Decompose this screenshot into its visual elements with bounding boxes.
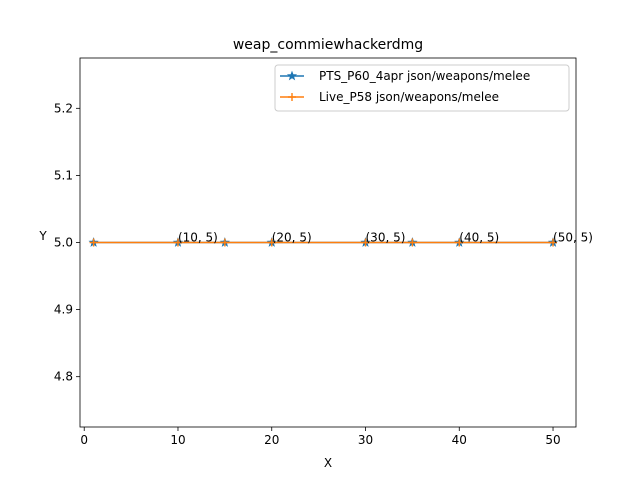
legend-marker-0: [286, 70, 298, 81]
series-1-point: [267, 238, 276, 247]
y-tick-label: 4.9: [54, 303, 73, 317]
series-1-point: [220, 238, 229, 247]
series-1-point: [173, 238, 182, 247]
point-annotation: (40, 5): [459, 231, 499, 245]
x-tick-label: 40: [452, 433, 467, 447]
x-tick-label: 50: [545, 433, 560, 447]
point-annotation: (20, 5): [272, 231, 312, 245]
legend: PTS_P60_4apr json/weapons/melee Live_P58 …: [274, 64, 570, 112]
x-tick-label: 10: [170, 433, 185, 447]
annotation-layer: (10, 5) (20, 5) (30, 5) (40, 5) (50, 5): [178, 231, 593, 245]
series-1-point: [455, 238, 464, 247]
series-1-point: [408, 238, 417, 247]
y-tick-label: 5.2: [54, 101, 73, 115]
y-axis-label: Y: [38, 229, 47, 243]
y-tick-label: 4.8: [54, 370, 73, 384]
y-tick-label: 5.1: [54, 168, 73, 182]
series-1-point: [549, 238, 558, 247]
legend-items: PTS_P60_4apr json/weapons/melee Live_P58 …: [280, 69, 530, 104]
x-tick-label: 0: [80, 433, 88, 447]
plot-frame: [79, 57, 577, 428]
x-axis-label: X: [324, 456, 332, 470]
point-annotation: (30, 5): [366, 231, 406, 245]
series-layer: [88, 237, 559, 247]
chart-title: weap_commiewhackerdmg: [233, 37, 423, 53]
x-tick-label: 20: [264, 433, 279, 447]
x-tick-label: 30: [358, 433, 373, 447]
series-1-point: [361, 238, 370, 247]
y-tick-label: 5.0: [54, 236, 73, 250]
y-axis-ticks: 4.8 4.9 5.0 5.1 5.2: [54, 101, 80, 384]
series-1-point: [89, 238, 98, 247]
legend-label-1: Live_P58 json/weapons/melee: [319, 90, 499, 104]
legend-box: [274, 64, 570, 112]
legend-label-0: PTS_P60_4apr json/weapons/melee: [319, 69, 530, 83]
point-annotation: (10, 5): [178, 231, 218, 245]
x-axis-ticks: 0 10 20 30 40 50: [80, 427, 561, 447]
legend-marker-1: [288, 93, 296, 101]
point-annotation: (50, 5): [553, 231, 593, 245]
